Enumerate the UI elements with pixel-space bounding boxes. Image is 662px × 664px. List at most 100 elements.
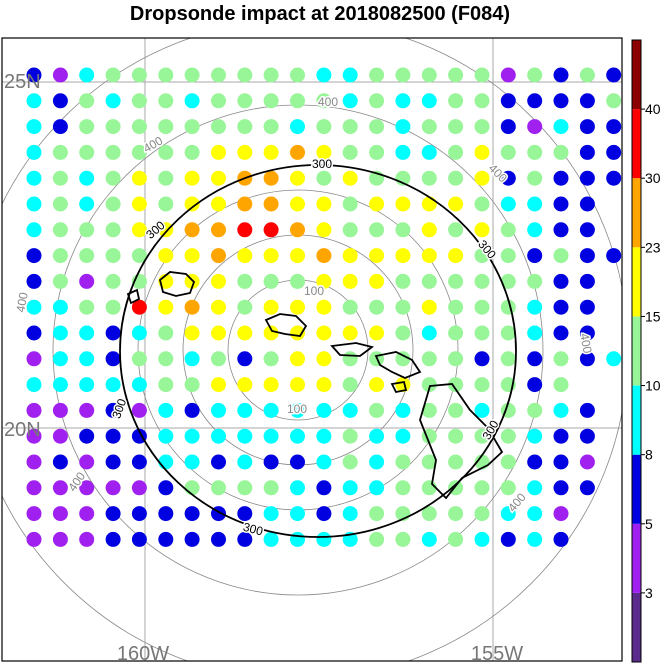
data-point [105,531,121,547]
data-point [500,222,516,238]
data-point [184,248,200,264]
data-point [26,351,42,367]
data-point [290,196,305,212]
data-point [369,248,385,264]
data-point [474,531,490,547]
data-point [527,506,543,522]
data-point [342,506,358,522]
data-point [527,67,543,83]
data-point [342,67,358,83]
data-point [26,377,42,393]
ring-label: 400 [318,95,338,109]
data-point [369,480,385,496]
data-point [421,119,437,135]
data-point [395,273,411,289]
data-point [579,67,595,83]
data-point [421,531,437,547]
data-point [553,273,569,289]
data-point [105,67,121,83]
data-point [421,325,437,341]
data-point [448,119,464,135]
data-point [52,67,68,83]
data-point [263,248,279,264]
data-point [158,531,174,547]
data-point [52,93,68,109]
data-point [237,67,253,83]
data-point [448,325,464,341]
data-point [421,222,437,238]
data-point [263,428,279,444]
data-point [527,325,543,341]
colorbar-segment [632,385,641,455]
data-point [290,222,305,238]
data-point [211,428,226,444]
data-point [211,248,226,264]
data-point [500,273,516,289]
data-point [211,531,226,547]
data-point [316,170,332,186]
data-point [527,428,543,444]
data-point [342,144,358,160]
data-point [316,144,332,160]
data-point [527,377,543,393]
data-point [369,325,385,341]
data-point [421,67,437,83]
data-point [105,454,121,470]
data-point [131,248,147,264]
data-point [395,196,411,212]
data-point [553,119,569,135]
data-point [395,325,411,341]
data-point [105,299,121,315]
data-point [421,351,437,367]
data-point [369,273,385,289]
data-point [553,93,569,109]
data-point [290,67,305,83]
data-point [474,506,490,522]
data-point [263,454,279,470]
data-point [263,531,279,547]
data-point [211,299,226,315]
data-point [527,248,543,264]
data-point [342,196,358,212]
data-point [579,299,595,315]
data-point [131,351,147,367]
data-point [211,67,226,83]
data-point [184,273,200,289]
data-point [52,248,68,264]
data-point [26,67,42,83]
colorbar-tick-label: 23 [645,239,661,255]
data-point [606,170,622,186]
data-point [131,531,147,547]
data-point [290,351,305,367]
lat-label: 25N [4,71,41,93]
data-point [184,299,200,315]
data-point [606,93,622,109]
data-point [395,248,411,264]
ring-label: 400 [13,291,30,313]
data-point [316,67,332,83]
data-point [237,454,253,470]
data-point [158,428,174,444]
data-point [290,273,305,289]
data-point [131,119,147,135]
data-point [52,299,68,315]
data-point [342,93,358,109]
data-point [579,325,595,341]
data-point [211,93,226,109]
data-point [395,119,411,135]
plot-area: 1001003003003003003003004004004004004004… [2,38,622,661]
data-point [553,222,569,238]
data-point [52,222,68,238]
data-point [105,506,121,522]
data-point [290,480,305,496]
data-point [237,377,253,393]
data-point [316,299,332,315]
data-point [184,325,200,341]
data-point [211,196,226,212]
data-point [211,144,226,160]
data-point [184,506,200,522]
data-point [79,67,95,83]
data-point [158,480,174,496]
colorbar-tick-label: 5 [645,516,653,532]
data-point [237,273,253,289]
